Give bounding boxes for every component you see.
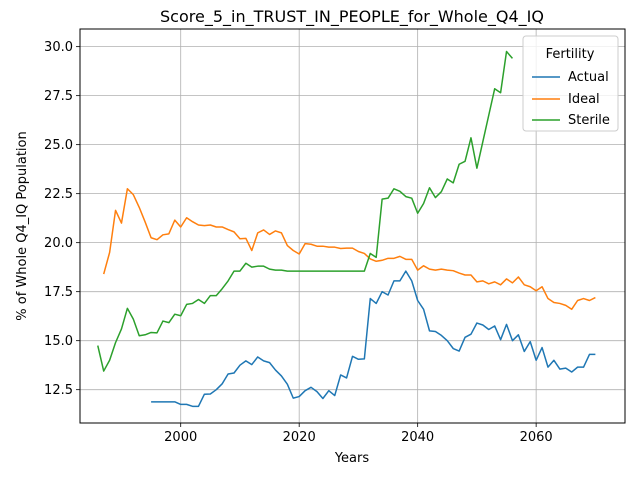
y-tick-label: 20.0 bbox=[44, 236, 73, 251]
axis-ticks: 2000 2020 2040 2060 12.5 15.0 17.5 20.0 22.5 25.0… bbox=[44, 40, 553, 445]
x-tick-label: 2040 bbox=[401, 430, 434, 445]
x-tick-label: 2060 bbox=[520, 430, 553, 445]
y-tick-label: 27.5 bbox=[44, 89, 73, 104]
legend-label-ideal: Ideal bbox=[568, 92, 600, 107]
legend-label-actual: Actual bbox=[568, 70, 609, 85]
y-tick-label: 22.5 bbox=[44, 187, 73, 202]
legend-box bbox=[522, 35, 619, 132]
x-axis-label: Years bbox=[334, 451, 370, 466]
series-line-sterile bbox=[97, 50, 514, 372]
y-tick-label: 25.0 bbox=[44, 138, 73, 153]
chart-title: Score_5_in_TRUST_IN_PEOPLE_for_Whole_Q4_… bbox=[160, 7, 544, 27]
legend: Fertility Actual Ideal Sterile bbox=[522, 35, 619, 132]
y-tick-label: 17.5 bbox=[44, 285, 73, 300]
y-tick-label: 15.0 bbox=[44, 334, 73, 349]
plot-frame bbox=[79, 28, 626, 424]
x-tick-label: 2000 bbox=[164, 430, 197, 445]
series-lines bbox=[97, 50, 596, 408]
series-line-ideal bbox=[102, 188, 596, 311]
y-tick-label: 12.5 bbox=[44, 383, 73, 398]
y-axis-label: % of Whole Q4_IQ Population bbox=[15, 131, 30, 320]
x-tick-label: 2020 bbox=[283, 430, 316, 445]
series-line-actual bbox=[151, 270, 596, 408]
y-tick-label: 30.0 bbox=[44, 40, 73, 55]
legend-title: Fertility bbox=[546, 47, 595, 62]
legend-label-sterile: Sterile bbox=[568, 113, 610, 128]
